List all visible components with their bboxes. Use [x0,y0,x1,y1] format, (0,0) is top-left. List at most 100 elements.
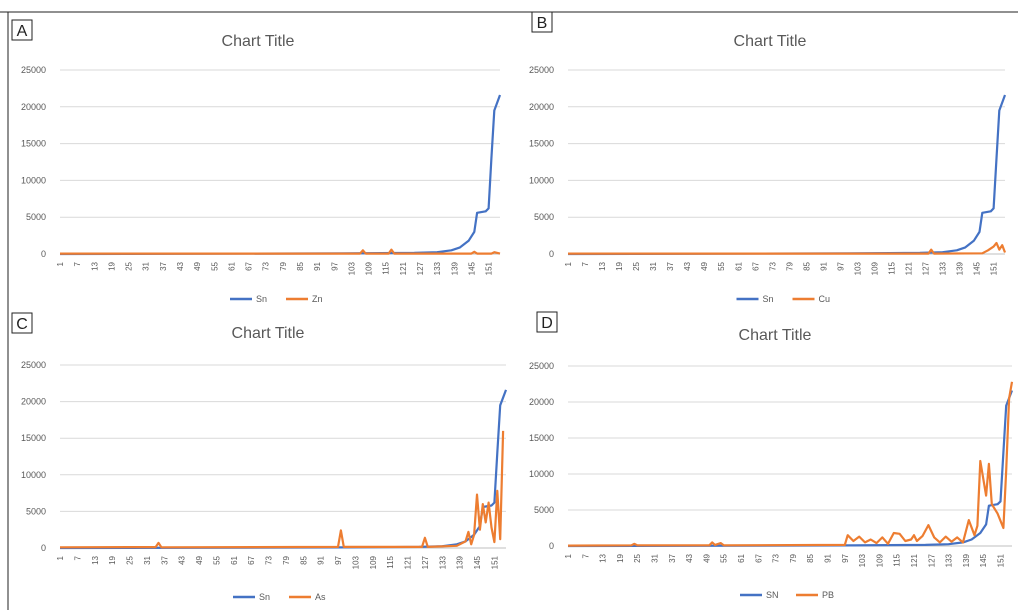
y-tick-label: 25000 [529,361,554,371]
legend: SN PB [740,590,834,600]
x-tick-label: 49 [702,553,711,562]
x-tick-label: 127 [416,261,425,275]
x-tick-label: 145 [973,261,982,275]
x-tick-label: 85 [299,555,308,564]
x-tick-label: 103 [858,553,867,567]
x-tick-label: 121 [905,261,914,275]
x-tick-label: 19 [108,555,117,564]
x-tick-label: 37 [159,261,168,270]
x-tick-label: 109 [870,261,879,275]
x-tick-label: 7 [73,555,82,560]
x-tick-label: 67 [754,553,763,562]
x-tick-label: 25 [633,553,642,562]
panel-letter: C [16,316,28,333]
chart-title: Chart Title [739,327,812,344]
panel-letter: D [541,315,553,332]
chart-panel-b: B Chart Title 0 5000 10000 15000 20000 25000 1 7 1… [529,11,1007,304]
x-tick-label: 61 [734,261,743,270]
y-tick-label: 15000 [529,139,554,149]
x-tick-label: 127 [927,553,936,567]
x-tick-label: 151 [996,553,1005,567]
x-tick-label: 79 [279,261,288,270]
x-tick-label: 85 [806,553,815,562]
x-tick-label: 97 [334,555,343,564]
series-line-sn [59,389,508,550]
x-tick-label: 25 [126,555,135,564]
x-tick-label: 49 [700,261,709,270]
panel-letter-box [11,19,33,41]
x-tick-label: 115 [893,553,902,566]
y-tick-label: 20000 [21,397,46,407]
y-tick-label: 15000 [529,433,554,443]
x-tick-label: 79 [785,261,794,270]
x-tick-label: 115 [386,555,395,568]
x-tick-label: 55 [210,261,219,270]
legend-label: Cu [819,294,831,304]
x-tick-label: 67 [247,555,256,564]
x-tick-label: 1 [564,261,573,266]
x-tick-label: 97 [330,261,339,270]
x-tick-label: 133 [939,261,948,275]
chart-panel-d: D Chart Title 0 5000 10000 15000 20000 25000 1 7 1… [529,311,1014,600]
legend: Sn As [233,592,326,602]
x-tick-label: 55 [720,553,729,562]
x-tick-label: 19 [615,261,624,270]
panel-letter-box [11,312,33,334]
x-tick-label: 115 [382,261,391,274]
legend-label: Sn [256,294,267,304]
y-tick-label: 0 [549,249,554,259]
x-tick-label: 121 [404,555,413,569]
x-tick-label: 145 [473,555,482,569]
y-tick-label: 25000 [529,65,554,75]
y-tick-label: 20000 [529,102,554,112]
y-tick-label: 5000 [534,212,554,222]
x-tick-label: 13 [90,261,99,270]
x-tick-label: 97 [836,261,845,270]
y-tick-label: 0 [41,249,46,259]
x-tick-label: 1 [564,553,573,558]
legend-label: SN [766,590,779,600]
x-tick-label: 49 [193,261,202,270]
x-tick-label: 73 [262,261,271,270]
legend-label: Zn [312,294,323,304]
x-tick-label: 31 [142,261,151,270]
x-tick-label: 1 [56,555,65,560]
y-tick-label: 5000 [534,505,554,515]
x-tick-label: 13 [599,553,608,562]
x-tick-label: 13 [91,555,100,564]
x-tick-label: 37 [668,553,677,562]
x-tick-label: 91 [819,261,828,270]
x-tick-label: 1 [56,261,65,266]
x-tick-label: 73 [265,555,274,564]
x-tick-label: 133 [945,553,954,567]
x-tick-label: 145 [467,261,476,275]
x-tick-label: 55 [212,555,221,564]
x-tick-label: 97 [841,553,850,562]
legend: Sn Cu [736,294,831,304]
y-tick-label: 10000 [529,469,554,479]
y-tick-label: 10000 [529,175,554,185]
x-tick-label: 91 [823,553,832,562]
x-tick-label: 151 [990,261,999,275]
x-tick-label: 103 [853,261,862,275]
x-tick-label: 139 [962,553,971,567]
x-tick-label: 67 [245,261,254,270]
y-tick-label: 10000 [21,175,46,185]
x-tick-label: 49 [195,555,204,564]
y-tick-label: 5000 [26,506,46,516]
x-tick-label: 7 [73,261,82,266]
x-tick-label: 25 [125,261,134,270]
x-tick-label: 91 [313,261,322,270]
x-tick-label: 61 [227,261,236,270]
y-tick-label: 15000 [21,139,46,149]
x-tick-label: 127 [421,555,430,569]
series-line-zn [60,248,501,255]
series-line-sn [567,390,1014,548]
x-tick-label: 139 [456,555,465,569]
x-tick-label: 145 [979,553,988,567]
y-tick-label: 25000 [21,65,46,75]
x-tick-label: 19 [616,553,625,562]
legend-label: Sn [259,592,270,602]
